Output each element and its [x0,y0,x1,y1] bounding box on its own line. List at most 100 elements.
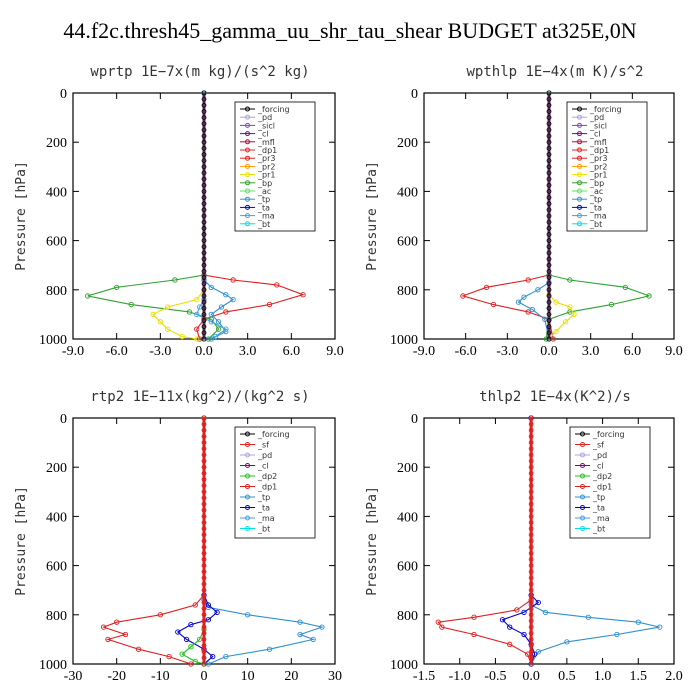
zero-profile-marker [201,250,207,256]
zero-profile-marker [201,299,207,305]
legend-label-bt: _bt [257,220,270,229]
legend-marker-forcing [577,106,582,112]
zero-profile-marker [201,219,207,225]
zero-profile-marker [528,643,534,648]
legend-marker-pr1 [245,172,250,178]
zero-profile-marker [201,612,207,618]
series-line-pr3 [461,93,554,340]
zero-profile-marker [528,421,534,427]
series-point-tp [266,646,273,652]
legend-marker-tp [245,494,250,500]
legend-label-dp1: _dp1 [592,483,612,492]
x-tick-label: -6.0 [455,344,477,359]
legend: _forcing_pd_sicl_cl_mfl_dp1_pr3_pr2_pr1_… [234,101,316,232]
x-tick-label: -6.0 [106,344,128,359]
series-point-ta [175,629,181,635]
zero-profile-marker [201,637,207,642]
zero-profile-marker [546,287,552,293]
zero-profile-marker [201,232,207,237]
zero-profile-marker [528,575,534,581]
zero-profile-marker [546,238,552,244]
series-point-tp [564,639,570,645]
series-point-tp [208,336,214,342]
zero-profile-marker [201,262,207,268]
series-point-ta [205,602,212,608]
legend-label-ta: _ta [257,504,270,513]
series-point-tp [515,299,522,305]
zero-profile-marker [546,176,552,182]
chart-title: thlp2 1E−4x(K^2)/s [479,389,631,405]
legend-label-forcing: _forcing [589,105,622,114]
y-tick-label: 200 [46,461,67,476]
series-point-dp1 [507,641,513,647]
legend-label-bt: _bt [257,525,270,534]
legend-marker-forcing [245,106,250,112]
series-point-pr3 [490,301,497,308]
series-line-ma [196,93,227,340]
legend-marker-dp2 [580,473,585,479]
series-point-pr1 [571,311,577,318]
zero-profile-marker [201,563,207,568]
y-tick-label: 0 [60,87,67,102]
zero-profile-marker [546,201,552,207]
zero-profile-marker [201,538,207,544]
zero-profile-marker [528,440,534,446]
series-line-pr3 [196,93,305,340]
y-tick-label: 600 [46,560,67,575]
series-point-tp [208,311,214,318]
series-point-dp1 [514,607,520,613]
series-point-pr3 [194,326,200,332]
legend-label-ma: _ma [592,514,610,523]
zero-profile-marker [201,526,207,532]
series-line-bp [87,93,220,340]
zero-profile-marker [201,225,207,231]
series-point-dp1 [114,619,120,625]
series-point-tp [245,612,251,618]
zero-profile-marker [546,109,552,114]
zero-profile-marker [546,225,552,231]
zero-profile-marker [201,188,207,194]
legend-marker-bt [245,526,250,531]
zero-profile-marker [528,593,534,599]
series-point-tp [297,619,303,625]
legend-marker-ac [245,188,250,194]
zero-profile-marker [201,170,207,176]
zero-profile-marker [201,164,207,170]
zero-profile-marker [528,415,534,421]
zero-profile-marker [201,655,207,661]
x-tick-label: 1.0 [594,669,612,684]
zero-profile-marker [528,587,534,593]
legend-marker-bt [245,221,250,227]
series-point-ma [223,326,229,332]
y-tick-label: 0 [60,412,67,427]
legend: _forcing _sf_pd _cl_dp2 _dp1_tp _ta_ma _bt [234,426,316,539]
legend-marker-ta [245,505,250,510]
legend-marker-ta [580,505,585,510]
legend-marker-pr2 [245,163,250,169]
zero-profile-marker [546,152,552,157]
legend-label-mfl: _mfl [589,138,607,147]
legend-marker-ma [577,213,582,219]
chart-panel-4: thlp2 1E−4x(K^2)/s -1.5 -1.0 -0.5 0.0 0.5 1.0 1… [365,389,683,684]
y-axis-label: Pressure [hPa] [365,161,380,271]
series-point-pr1 [157,319,163,325]
zero-profile-marker [528,612,534,618]
zero-profile-marker [546,145,552,151]
legend-label-bt: _bt [589,220,602,229]
zero-profile-marker [201,489,207,495]
zero-profile-marker [201,630,207,636]
zero-profile-marker [546,219,552,225]
zero-profile-marker [528,458,534,464]
zero-profile-marker [546,305,552,311]
zero-profile-marker [201,477,207,482]
series-line-tp [530,418,660,665]
zero-profile-marker [201,434,207,439]
plot-frame [423,417,675,665]
x-tick-label: 3.0 [239,344,257,359]
zero-profile-marker [546,232,552,237]
x-tick-label: 0 [201,669,208,684]
zero-profile-marker [201,90,207,96]
zero-profile-marker [201,606,207,612]
legend-label-sf: _sf [257,441,269,450]
zero-profile-marker [201,470,207,476]
